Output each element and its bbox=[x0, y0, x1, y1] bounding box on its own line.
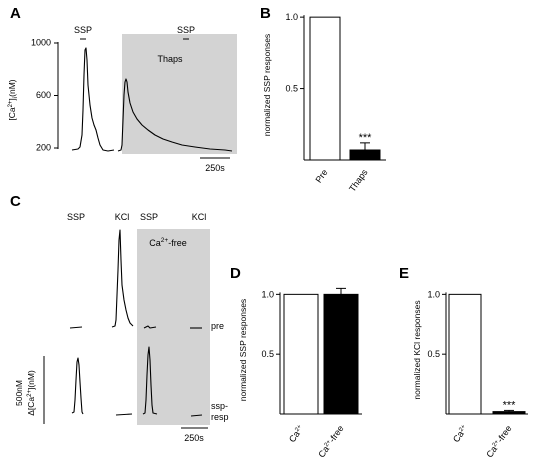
c-stim-label-ssp-2: SSP bbox=[140, 212, 158, 222]
a-calcium-trace-control bbox=[71, 47, 115, 152]
chart-d: 1.0 0.5 normalized SSP responses Ca2+ Ca2+-f… bbox=[238, 287, 362, 459]
a-time-scalebar-label: 250s bbox=[205, 163, 225, 173]
panel-letter-a: A bbox=[10, 5, 21, 22]
b-category-label: Pre bbox=[313, 167, 329, 184]
e-category-label: Ca2+ bbox=[451, 423, 470, 444]
d-category-label: Ca2+ bbox=[287, 423, 306, 444]
d-y-tick-label: 1.0 bbox=[261, 289, 274, 299]
b-y-tick-label: 1.0 bbox=[285, 12, 298, 22]
c-stim-label-kcl-2: KCl bbox=[192, 212, 207, 222]
c-trace-pre-kcl bbox=[111, 229, 134, 328]
c-time-scalebar-label: 250s bbox=[184, 433, 204, 443]
b-bar-1 bbox=[349, 149, 381, 161]
e-y-axis-title: normalized KCl responses bbox=[412, 300, 422, 399]
panel-letter-c: C bbox=[10, 193, 21, 210]
panel-letter-d: D bbox=[230, 265, 241, 282]
a-y-tick-label: 600 bbox=[36, 90, 51, 100]
e-bar-1 bbox=[492, 411, 526, 415]
thaps-shading bbox=[122, 34, 237, 154]
row-label-resp: resp bbox=[211, 412, 229, 422]
d-y-tick-label: 0.5 bbox=[261, 349, 274, 359]
panel-a: A Thaps SSP SSP 1000 600 200 [Ca2+]i(nM)… bbox=[7, 5, 237, 173]
b-significance-label: *** bbox=[359, 132, 373, 144]
stim-label-ssp-2: SSP bbox=[177, 25, 195, 35]
c-trace-resp-free-kcl bbox=[190, 414, 203, 417]
chart-e: 1.0 0.5 normalized KCl responses Ca2+ *** Ca2… bbox=[412, 289, 528, 459]
row-label-pre: pre bbox=[211, 321, 224, 331]
a-y-axis-title: [Ca2+]i(nM) bbox=[7, 79, 19, 120]
c-stim-label-ssp-1: SSP bbox=[67, 212, 85, 222]
treatment-label-thaps: Thaps bbox=[157, 54, 183, 64]
panel-e: E 1.0 0.5 normalized KCl responses Ca2+ *** C… bbox=[399, 265, 528, 459]
c-trace-pre-ssp bbox=[69, 326, 83, 329]
d-category-label: Ca2+-free bbox=[316, 423, 345, 459]
row-label-ssp: ssp- bbox=[211, 401, 228, 411]
b-category-label: Thaps bbox=[347, 167, 370, 194]
chart-b: 1.0 0.5 normalized SSP responses Pre *** Thap… bbox=[262, 12, 386, 194]
c-stim-label-kcl-1: KCl bbox=[115, 212, 130, 222]
condition-label-ca-free: Ca2+-free bbox=[149, 237, 186, 248]
e-bar-0 bbox=[448, 293, 482, 415]
b-y-tick-label: 0.5 bbox=[285, 84, 298, 94]
c-trace-resp-free-ssp bbox=[142, 346, 158, 415]
e-significance-label: *** bbox=[503, 399, 517, 411]
c-trace-resp-ssp bbox=[71, 357, 84, 415]
panel-d: D 1.0 0.5 normalized SSP responses Ca2+ Ca2+… bbox=[230, 265, 362, 459]
ca-free-shading bbox=[137, 229, 210, 425]
panel-letter-e: E bbox=[399, 265, 409, 282]
e-y-tick-label: 0.5 bbox=[427, 349, 440, 359]
panel-letter-b: B bbox=[260, 5, 271, 22]
panel-b: B 1.0 0.5 normalized SSP responses Pre *** Th… bbox=[260, 5, 386, 194]
b-bar-0 bbox=[309, 16, 341, 161]
stim-label-ssp-1: SSP bbox=[74, 25, 92, 35]
d-y-axis-title: normalized SSP responses bbox=[238, 299, 248, 401]
e-y-tick-label: 1.0 bbox=[427, 289, 440, 299]
e-category-label: Ca2+-free bbox=[484, 423, 513, 459]
d-bar-0 bbox=[283, 293, 319, 415]
c-trace-free-ssp bbox=[143, 325, 157, 329]
c-amplitude-scalebar-value: 500nM bbox=[14, 380, 24, 406]
a-y-tick-label: 1000 bbox=[31, 37, 51, 47]
d-bar-1 bbox=[323, 293, 359, 415]
c-amplitude-scalebar-unit: Δ[Ca2+](nM) bbox=[26, 370, 36, 416]
c-trace-resp-kcl bbox=[115, 413, 133, 416]
a-calcium-trace-thaps bbox=[117, 78, 233, 152]
b-y-axis-title: normalized SSP responses bbox=[262, 34, 272, 136]
panel-c: C Ca2+-free SSP KCl SSP KCl pre ssp- res… bbox=[10, 193, 229, 443]
a-y-tick-label: 200 bbox=[36, 142, 51, 152]
